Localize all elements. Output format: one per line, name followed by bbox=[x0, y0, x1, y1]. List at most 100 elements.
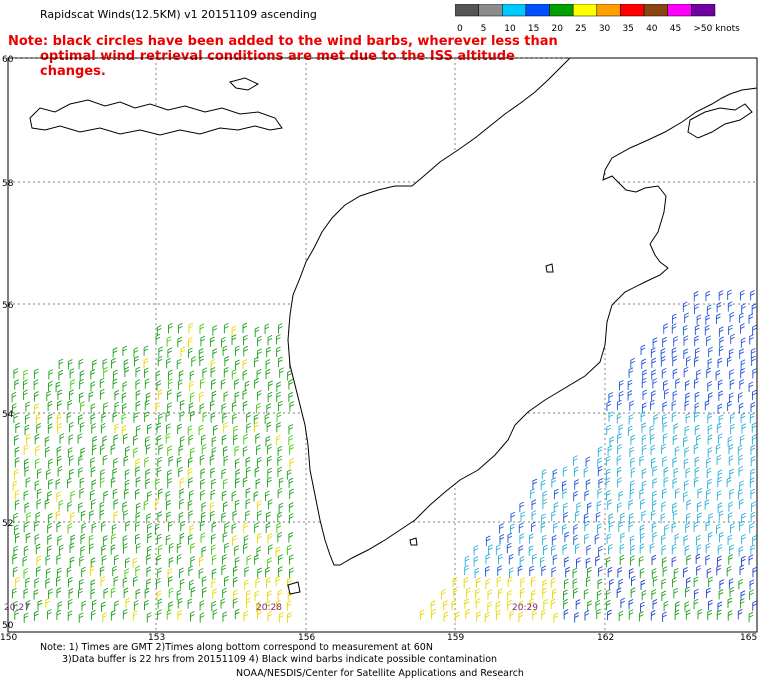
wind-barb bbox=[178, 322, 183, 334]
wind-barb bbox=[11, 391, 17, 403]
wind-barb bbox=[222, 554, 227, 565]
wind-barb bbox=[146, 545, 152, 557]
wind-barb bbox=[752, 368, 758, 379]
wind-barb bbox=[683, 348, 689, 359]
wind-barb bbox=[696, 565, 701, 576]
wind-barb bbox=[606, 424, 611, 436]
wind-barb bbox=[222, 446, 228, 457]
wind-barb bbox=[133, 347, 139, 358]
wind-barb bbox=[179, 411, 185, 422]
wind-barb bbox=[520, 511, 526, 522]
wind-barb bbox=[507, 532, 513, 544]
wind-barb bbox=[619, 543, 625, 555]
wind-barb bbox=[531, 510, 537, 521]
wind-barb bbox=[178, 466, 183, 478]
wind-barb bbox=[595, 600, 601, 611]
wind-barb bbox=[56, 575, 61, 587]
wind-barb bbox=[707, 380, 712, 392]
wind-barb bbox=[651, 357, 657, 369]
wind-barb bbox=[143, 357, 149, 369]
wind-barb bbox=[563, 589, 568, 600]
wind-barb bbox=[177, 336, 183, 348]
wind-barb bbox=[135, 533, 140, 545]
wind-barb bbox=[114, 401, 120, 413]
wind-barb bbox=[166, 336, 172, 347]
wind-barb bbox=[189, 524, 195, 535]
wind-barb bbox=[719, 579, 725, 590]
wind-barb bbox=[696, 544, 702, 555]
wind-barb bbox=[640, 344, 646, 356]
wind-barb bbox=[641, 377, 647, 389]
wind-barb bbox=[738, 454, 743, 466]
wind-barb bbox=[265, 368, 271, 380]
wind-barb bbox=[36, 423, 41, 434]
wind-barb bbox=[573, 534, 578, 546]
wind-barb bbox=[609, 578, 614, 590]
wind-barb bbox=[697, 512, 702, 523]
wind-barb bbox=[662, 433, 668, 444]
wind-barb bbox=[728, 455, 734, 466]
wind-barb bbox=[672, 510, 678, 521]
wind-barb bbox=[221, 434, 227, 446]
wind-barb bbox=[122, 345, 128, 356]
wind-barb bbox=[726, 565, 732, 577]
legend-label: 35 bbox=[622, 24, 633, 34]
wind-barb bbox=[651, 589, 657, 600]
wind-barb bbox=[671, 313, 677, 324]
wind-barb bbox=[13, 512, 18, 524]
wind-barb bbox=[652, 531, 658, 543]
wind-barb bbox=[200, 511, 206, 523]
wind-barb bbox=[15, 576, 20, 588]
wind-barb bbox=[156, 380, 162, 391]
wind-barb bbox=[694, 424, 700, 436]
wind-barb bbox=[267, 476, 272, 488]
wind-barb bbox=[202, 367, 208, 378]
wind-barb bbox=[706, 457, 711, 469]
wind-barb bbox=[256, 546, 262, 557]
wind-barb bbox=[628, 568, 634, 579]
wind-barb bbox=[704, 499, 710, 510]
wind-barb bbox=[242, 476, 248, 488]
wind-barb bbox=[663, 476, 669, 488]
wind-barb bbox=[11, 403, 17, 414]
lon-label: 156 bbox=[298, 633, 315, 643]
latitude-labels: 60 58 56 54 52 50 bbox=[2, 55, 14, 631]
wind-barb bbox=[255, 433, 260, 444]
wind-barb bbox=[748, 554, 754, 565]
wind-barb bbox=[716, 490, 722, 501]
wind-barb bbox=[605, 599, 611, 611]
wind-barb bbox=[14, 489, 20, 501]
wind-barb bbox=[485, 535, 491, 546]
wind-barb bbox=[233, 425, 238, 436]
wind-barb bbox=[121, 425, 127, 436]
wind-barb bbox=[267, 610, 273, 622]
wind-barb bbox=[627, 390, 633, 401]
wind-barb bbox=[277, 531, 283, 543]
small-island-3 bbox=[287, 581, 301, 595]
wind-barb bbox=[146, 566, 152, 577]
wind-barb bbox=[211, 554, 217, 565]
wind-barb bbox=[507, 599, 512, 611]
wind-barb bbox=[642, 369, 647, 380]
wind-barb bbox=[564, 556, 569, 568]
wind-barb bbox=[224, 542, 229, 554]
red-note-line2: optimal wind retrieval conditions are me… bbox=[40, 49, 515, 79]
wind-barb bbox=[683, 535, 689, 546]
wind-barb bbox=[146, 578, 151, 589]
wind-barb bbox=[188, 565, 194, 577]
wind-barb bbox=[729, 468, 734, 480]
longitude-labels: 150 153 156 159 162 165 bbox=[0, 633, 757, 643]
wind-barb bbox=[738, 578, 744, 590]
wind-barb bbox=[664, 524, 669, 535]
wind-barb bbox=[23, 545, 29, 556]
wind-barb bbox=[23, 612, 29, 623]
wind-barb bbox=[265, 490, 270, 502]
wind-barb bbox=[147, 490, 152, 502]
wind-barb bbox=[47, 380, 53, 392]
wind-barb bbox=[112, 411, 118, 423]
wind-barb bbox=[686, 577, 691, 588]
wind-barb bbox=[112, 468, 118, 479]
wind-barb bbox=[729, 488, 734, 500]
wind-barb bbox=[751, 434, 757, 445]
mainland-coast bbox=[287, 57, 758, 566]
